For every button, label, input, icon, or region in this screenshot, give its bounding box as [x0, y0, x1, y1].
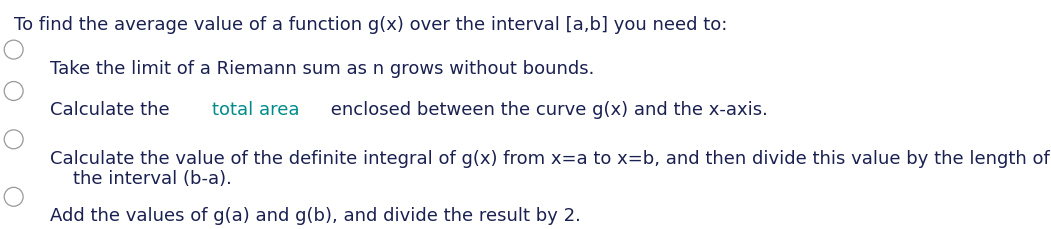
Text: Calculate the: Calculate the	[50, 101, 176, 119]
Text: Add the values of g(a) and g(b), and divide the result by 2.: Add the values of g(a) and g(b), and div…	[50, 206, 581, 224]
Text: Take the limit of a Riemann sum as n grows without bounds.: Take the limit of a Riemann sum as n gro…	[50, 60, 595, 77]
Text: enclosed between the curve g(x) and the x-axis.: enclosed between the curve g(x) and the …	[325, 101, 768, 119]
Text: total area: total area	[212, 101, 300, 119]
Text: To find the average value of a function g(x) over the interval [a,b] you need to: To find the average value of a function …	[14, 16, 727, 34]
Text: Calculate the value of the definite integral of g(x) from x=a to x=b, and then d: Calculate the value of the definite inte…	[50, 149, 1050, 188]
